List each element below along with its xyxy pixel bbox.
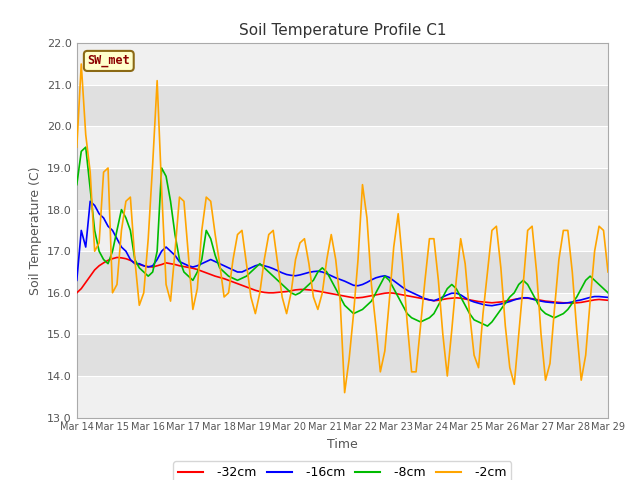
Y-axis label: Soil Temperature (C): Soil Temperature (C): [29, 166, 42, 295]
Title: Soil Temperature Profile C1: Soil Temperature Profile C1: [239, 23, 446, 38]
Bar: [77, 168, 608, 210]
Bar: [77, 43, 608, 85]
Bar: [77, 126, 608, 168]
Bar: [77, 85, 608, 126]
Legend:  -32cm,  -16cm,  -8cm,  -2cm: -32cm, -16cm, -8cm, -2cm: [173, 461, 511, 480]
Bar: [77, 335, 608, 376]
Bar: [77, 210, 608, 251]
Bar: [77, 376, 608, 418]
X-axis label: Time: Time: [327, 438, 358, 451]
Bar: [77, 251, 608, 293]
Bar: [77, 293, 608, 335]
Text: SW_met: SW_met: [88, 54, 130, 67]
